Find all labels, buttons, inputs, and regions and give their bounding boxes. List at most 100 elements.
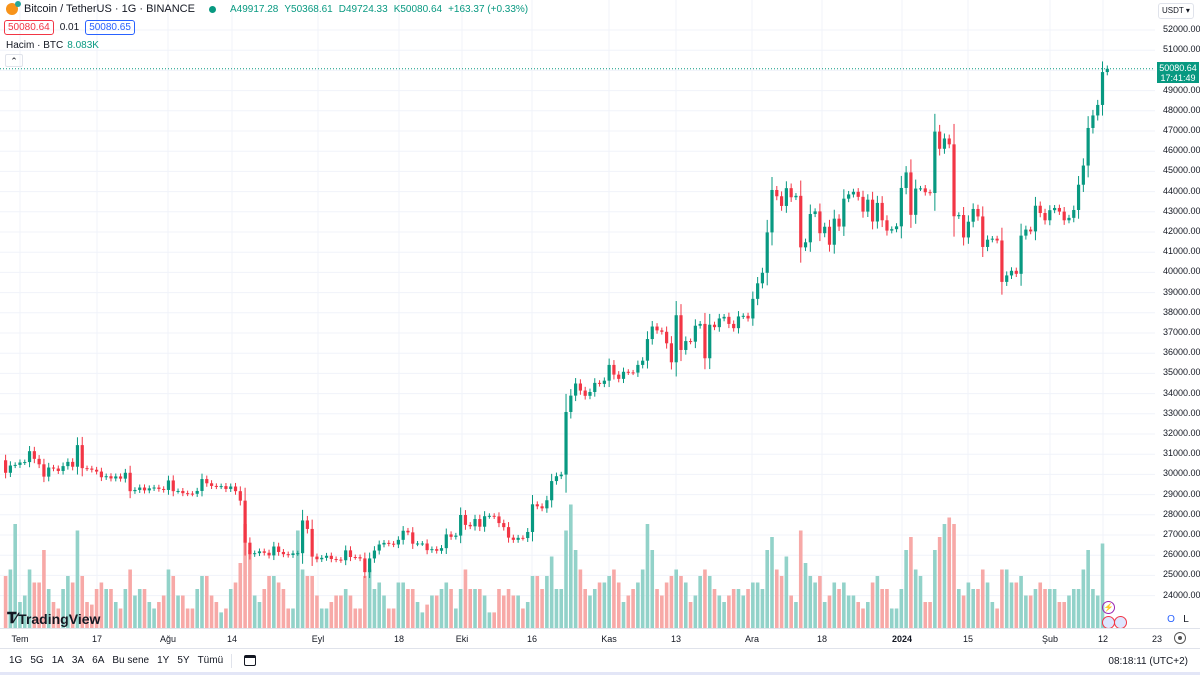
volume-bar: [832, 582, 837, 628]
price-tick-label: 44000.00: [1163, 185, 1200, 196]
candle-body: [363, 558, 367, 573]
volume-bar: [669, 576, 674, 628]
candle-body: [550, 481, 554, 501]
volume-bar: [842, 582, 846, 628]
candle-body: [310, 528, 314, 557]
candle-body: [933, 131, 937, 194]
volume-bar: [918, 576, 923, 628]
volume-bar: [578, 569, 583, 628]
candle-body: [324, 555, 329, 558]
volume-bar: [1033, 589, 1038, 628]
volume-bar: [631, 589, 635, 628]
volume-bar: [439, 589, 444, 628]
candle-body: [118, 476, 123, 479]
candle-body: [305, 520, 309, 529]
candle-body: [463, 515, 468, 525]
price-chart[interactable]: [0, 0, 1155, 628]
candle-body: [162, 488, 166, 490]
price-tick-label: 25000.00: [1163, 569, 1200, 580]
candle-body: [243, 500, 247, 543]
volume-bar: [803, 563, 808, 628]
collapse-legend-button[interactable]: ⌃: [5, 54, 23, 67]
clock-timezone[interactable]: 08:18:11 (UTC+2): [1108, 656, 1188, 667]
volume-bar: [976, 589, 980, 628]
volume-bar: [267, 576, 271, 628]
volume-bar: [463, 569, 468, 628]
range-5y[interactable]: 5Y: [177, 655, 190, 666]
volume-bar: [430, 595, 434, 628]
candle-body: [914, 188, 918, 215]
spread-value: 0.01: [59, 22, 80, 33]
settings-gear-icon[interactable]: [1174, 632, 1186, 644]
candle-body: [439, 548, 444, 551]
candle-body: [425, 543, 429, 551]
candle-body: [899, 187, 903, 227]
range-1y[interactable]: 1Y: [157, 655, 170, 666]
volume-bar: [674, 569, 678, 628]
candle-body: [128, 472, 132, 492]
price-axis[interactable]: 24000.00 25000.00 26000.00 27000.00 28000.00…: [1155, 0, 1200, 628]
volume-label: Hacim · BTC: [6, 40, 64, 51]
lightning-event-icon[interactable]: ⚡: [1102, 601, 1115, 614]
candle-body: [42, 464, 46, 477]
candle-body: [449, 534, 453, 537]
volume-bar: [137, 589, 142, 628]
volume-bar: [521, 608, 525, 628]
candle-body: [200, 479, 204, 491]
volume-bar: [195, 589, 199, 628]
volume-bar: [535, 576, 540, 628]
range-5g[interactable]: 5G: [30, 655, 44, 666]
ohlc-open: A49917.28: [229, 3, 279, 15]
candle-body: [459, 515, 463, 536]
price-tick-label: 34000.00: [1163, 387, 1200, 398]
candle-body: [300, 520, 305, 554]
candle-body: [890, 229, 894, 231]
range-1a[interactable]: 1A: [51, 655, 64, 666]
volume-bar: [219, 612, 223, 628]
candle-body: [142, 487, 147, 491]
range-ytd[interactable]: Bu sene: [112, 655, 150, 666]
price-tick-label: 48000.00: [1163, 104, 1200, 115]
time-tick-label: Kas: [601, 634, 617, 644]
candle-body: [171, 480, 175, 492]
candle-body: [190, 493, 195, 495]
candle-body: [1009, 270, 1014, 276]
log-scale-toggle-l[interactable]: L: [1183, 614, 1189, 625]
candle-body: [368, 558, 372, 573]
candle-body: [51, 467, 56, 469]
volume-bar: [22, 595, 27, 628]
range-3a[interactable]: 3A: [71, 655, 85, 666]
goto-date-calendar-icon[interactable]: [244, 655, 257, 666]
buy-button[interactable]: 50080.65: [85, 20, 135, 35]
candle-body: [832, 218, 836, 245]
volume-bar: [367, 569, 372, 628]
volume-bar: [262, 589, 267, 628]
candle-body: [808, 214, 812, 243]
symbol-title[interactable]: Bitcoin / TetherUS · 1G · BINANCE: [24, 3, 195, 15]
time-tick-label: 14: [226, 634, 238, 644]
volume-bar: [166, 569, 171, 628]
volume-bar: [501, 595, 506, 628]
candle-body: [1096, 104, 1100, 116]
candle-body: [411, 532, 415, 544]
candle-body: [195, 490, 199, 494]
chevron-down-icon: ▾: [1185, 6, 1190, 15]
time-axis[interactable]: Tem 17 Ağu 14 Eyl 18 Eki 16 Kas 13 Ara 18 2024 15 Şub 1…: [0, 628, 1200, 648]
log-scale-toggle-o[interactable]: O: [1167, 614, 1175, 625]
candle-body: [875, 202, 879, 222]
volume-bar: [276, 582, 281, 628]
sell-button[interactable]: 50080.64: [4, 20, 54, 35]
volume-bar: [171, 576, 176, 628]
price-tick-label: 35000.00: [1163, 367, 1200, 378]
range-all[interactable]: Tümü: [197, 655, 224, 666]
market-open-status-icon: [208, 5, 216, 13]
range-6a[interactable]: 6A: [92, 655, 105, 666]
price-tick-label: 24000.00: [1163, 589, 1200, 600]
volume-bar: [118, 608, 123, 628]
range-1g[interactable]: 1G: [9, 655, 23, 666]
tradingview-logo[interactable]: 𝐓∕ TradingView: [7, 610, 100, 627]
candle-body: [1086, 127, 1090, 166]
currency-select[interactable]: USDT ▾: [1158, 3, 1194, 19]
volume-bar: [1086, 550, 1090, 628]
candle-body: [693, 325, 697, 342]
